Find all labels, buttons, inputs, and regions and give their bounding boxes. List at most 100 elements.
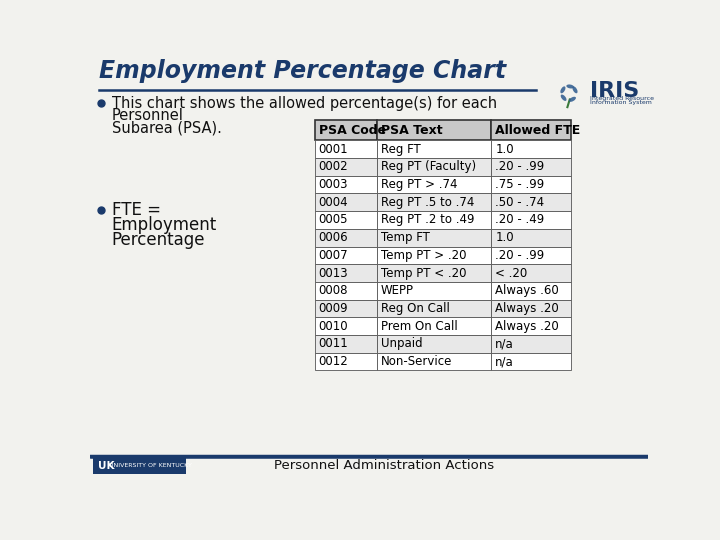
Text: 0009: 0009: [319, 302, 348, 315]
Bar: [315, 300, 377, 318]
Bar: [377, 318, 492, 335]
Bar: [492, 335, 570, 353]
Bar: [315, 229, 377, 247]
Bar: [315, 247, 377, 264]
Bar: [492, 247, 570, 264]
Bar: [377, 176, 492, 193]
Ellipse shape: [567, 84, 574, 89]
Text: Reg PT (Faculty): Reg PT (Faculty): [381, 160, 476, 173]
Text: .50 - .74: .50 - .74: [495, 195, 544, 209]
Text: Employment: Employment: [112, 216, 217, 234]
Text: UK: UK: [98, 461, 114, 471]
Text: This chart shows the allowed percentage(s) for each: This chart shows the allowed percentage(…: [112, 96, 497, 111]
Text: Always .20: Always .20: [495, 302, 559, 315]
Bar: [377, 300, 492, 318]
Text: Reg PT .5 to .74: Reg PT .5 to .74: [381, 195, 474, 209]
Bar: [377, 264, 492, 282]
Text: n/a: n/a: [495, 355, 514, 368]
Bar: [492, 229, 570, 247]
Text: Temp FT: Temp FT: [381, 231, 430, 244]
Text: 0013: 0013: [319, 267, 348, 280]
Text: Reg On Call: Reg On Call: [381, 302, 449, 315]
Text: 0012: 0012: [319, 355, 348, 368]
Ellipse shape: [560, 86, 565, 93]
Bar: [377, 193, 492, 211]
Text: Non-Service: Non-Service: [381, 355, 452, 368]
Text: Allowed FTE: Allowed FTE: [495, 124, 580, 137]
Bar: [377, 140, 492, 158]
Text: 0008: 0008: [319, 284, 348, 298]
Text: < .20: < .20: [495, 267, 528, 280]
Text: Employment Percentage Chart: Employment Percentage Chart: [99, 58, 506, 83]
Bar: [377, 282, 492, 300]
Bar: [377, 120, 492, 140]
Bar: [492, 140, 570, 158]
Text: Temp PT < .20: Temp PT < .20: [381, 267, 466, 280]
Text: 1.0: 1.0: [495, 143, 514, 156]
Text: Reg PT > .74: Reg PT > .74: [381, 178, 457, 191]
Bar: [492, 193, 570, 211]
Text: 0004: 0004: [319, 195, 348, 209]
Text: 0005: 0005: [319, 213, 348, 226]
Text: Information System: Information System: [590, 100, 652, 105]
Bar: [492, 300, 570, 318]
Bar: [315, 264, 377, 282]
Bar: [492, 158, 570, 176]
Text: 1.0: 1.0: [495, 231, 514, 244]
Bar: [93, 457, 186, 475]
Bar: [377, 158, 492, 176]
Bar: [492, 211, 570, 229]
Text: .20 - .49: .20 - .49: [495, 213, 544, 226]
Bar: [315, 353, 377, 370]
Bar: [492, 176, 570, 193]
Bar: [315, 176, 377, 193]
Text: WEPP: WEPP: [381, 284, 413, 298]
Bar: [492, 318, 570, 335]
Text: Reg FT: Reg FT: [381, 143, 420, 156]
Text: 0001: 0001: [319, 143, 348, 156]
Text: n/a: n/a: [495, 338, 514, 350]
Bar: [315, 318, 377, 335]
Text: 0010: 0010: [319, 320, 348, 333]
Text: Personnel: Personnel: [112, 108, 184, 123]
Bar: [315, 335, 377, 353]
Ellipse shape: [561, 94, 567, 101]
Text: .20 - .99: .20 - .99: [495, 160, 544, 173]
Text: Always .20: Always .20: [495, 320, 559, 333]
Bar: [492, 264, 570, 282]
Bar: [492, 282, 570, 300]
Text: Reg PT .2 to .49: Reg PT .2 to .49: [381, 213, 474, 226]
Text: PSA Code: PSA Code: [319, 124, 386, 137]
Bar: [492, 120, 570, 140]
Bar: [377, 335, 492, 353]
Text: UNIVERSITY OF KENTUCKY: UNIVERSITY OF KENTUCKY: [109, 463, 192, 469]
Text: 0011: 0011: [319, 338, 348, 350]
Text: 0003: 0003: [319, 178, 348, 191]
Text: FTE =: FTE =: [112, 200, 161, 219]
Bar: [492, 353, 570, 370]
Bar: [315, 282, 377, 300]
Text: PSA Text: PSA Text: [381, 124, 442, 137]
Text: 0007: 0007: [319, 249, 348, 262]
Bar: [377, 247, 492, 264]
Text: IRIS: IRIS: [590, 81, 639, 101]
Bar: [315, 158, 377, 176]
Bar: [315, 120, 377, 140]
Text: 0006: 0006: [319, 231, 348, 244]
Bar: [315, 140, 377, 158]
Text: Unpaid: Unpaid: [381, 338, 422, 350]
Bar: [377, 229, 492, 247]
Text: .20 - .99: .20 - .99: [495, 249, 544, 262]
Ellipse shape: [572, 86, 577, 93]
Bar: [377, 353, 492, 370]
Text: Personnel Administration Actions: Personnel Administration Actions: [274, 460, 495, 472]
Text: Integrated Resource: Integrated Resource: [590, 96, 654, 101]
Bar: [315, 211, 377, 229]
Ellipse shape: [569, 97, 576, 102]
Text: Percentage: Percentage: [112, 231, 205, 249]
Text: Subarea (PSA).: Subarea (PSA).: [112, 120, 222, 136]
Bar: [315, 193, 377, 211]
Text: Prem On Call: Prem On Call: [381, 320, 457, 333]
Text: Always .60: Always .60: [495, 284, 559, 298]
Text: .75 - .99: .75 - .99: [495, 178, 544, 191]
